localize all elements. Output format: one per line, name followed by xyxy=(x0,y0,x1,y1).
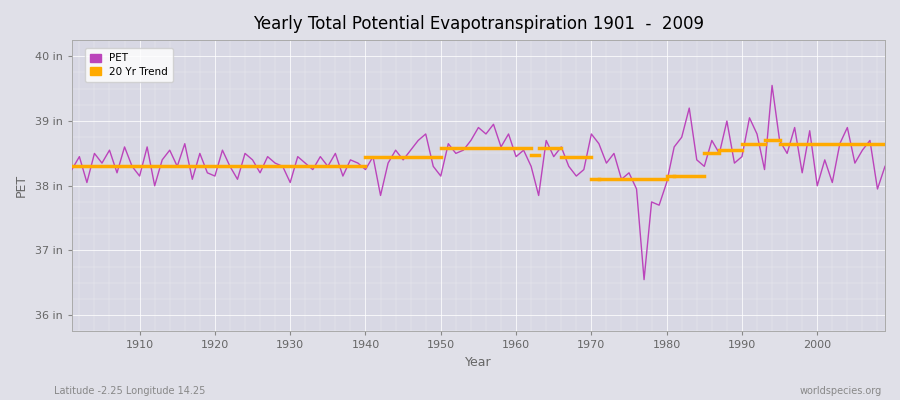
PET xyxy=(503,132,514,136)
PET xyxy=(510,154,521,159)
PET xyxy=(292,154,303,159)
Title: Yearly Total Potential Evapotranspiration 1901  -  2009: Yearly Total Potential Evapotranspiratio… xyxy=(253,15,704,33)
Line: PET: PET xyxy=(72,86,885,280)
PET xyxy=(767,83,778,88)
Y-axis label: PET: PET xyxy=(15,174,28,197)
PET xyxy=(639,277,650,282)
Legend: PET, 20 Yr Trend: PET, 20 Yr Trend xyxy=(86,48,173,82)
PET xyxy=(127,164,138,169)
PET xyxy=(879,164,890,169)
PET xyxy=(67,167,77,172)
PET xyxy=(601,161,612,166)
X-axis label: Year: Year xyxy=(465,356,491,369)
Text: Latitude -2.25 Longitude 14.25: Latitude -2.25 Longitude 14.25 xyxy=(54,386,205,396)
Text: worldspecies.org: worldspecies.org xyxy=(800,386,882,396)
PET xyxy=(338,174,348,178)
